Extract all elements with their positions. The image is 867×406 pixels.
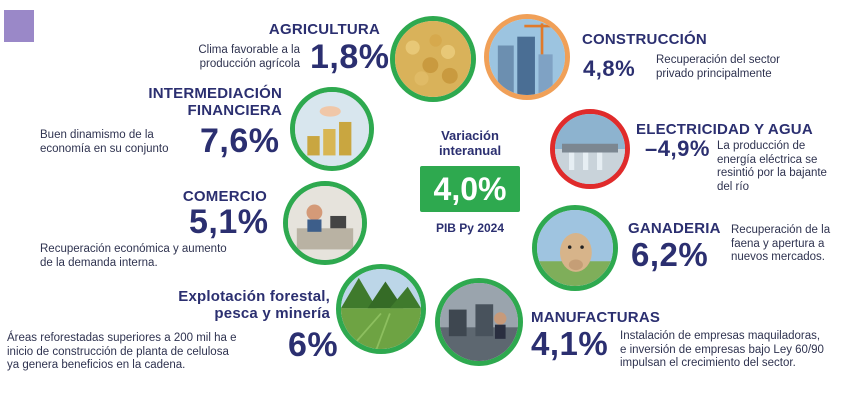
pib-value: 4,0% [420, 166, 520, 212]
agricultura-pct: 1,8% [310, 38, 390, 76]
electricidad-pct: –4,9% [645, 136, 710, 161]
comercio-title: COMERCIO [182, 188, 267, 205]
factory-workers-icon [435, 278, 523, 366]
forestal-title: Explotación forestal, pesca y minería [178, 288, 330, 322]
construccion-title: CONSTRUCCIÓN [582, 31, 707, 48]
electricidad-desc: La producción de energía eléctrica se re… [717, 140, 827, 193]
shop-counter-icon [283, 181, 367, 265]
intermediacion-title: INTERMEDIACIÓN FINANCIERA [148, 85, 282, 119]
ganaderia-desc: Recuperación de la faena y apertura a nu… [731, 224, 831, 263]
soybeans-icon [390, 16, 476, 102]
corner-accent [4, 10, 34, 42]
agricultura-desc: Clima favorable a la producción agrícola [198, 44, 300, 70]
cow-icon [532, 205, 618, 291]
forestal-desc: Áreas reforestadas superiores a 200 mil … [7, 332, 237, 371]
center-heading: Variación interanual [438, 128, 502, 158]
comercio-desc: Recuperación económica y aumento de la d… [40, 243, 227, 269]
manufacturas-desc: Instalación de empresas maquiladoras, e … [620, 330, 824, 369]
ganaderia-title: GANADERIA [628, 220, 721, 237]
center-footer: PIB Py 2024 [435, 221, 505, 235]
electricidad-title: ELECTRICIDAD Y AGUA [636, 121, 813, 138]
coins-stack-icon [290, 87, 374, 171]
manufacturas-title: MANUFACTURAS [531, 309, 661, 326]
intermediacion-pct: 7,6% [200, 122, 280, 160]
buildings-crane-icon [484, 14, 570, 100]
comercio-pct: 5,1% [189, 203, 269, 241]
construccion-pct: 4,8% [583, 56, 636, 81]
construccion-desc: Recuperación del sector privado principa… [656, 54, 781, 80]
manufacturas-pct: 4,1% [531, 325, 609, 362]
forest-icon [336, 264, 426, 354]
intermediacion-desc: Buen dinamismo de la economía en su conj… [40, 129, 169, 155]
ganaderia-pct: 6,2% [631, 236, 709, 273]
agricultura-title: AGRICULTURA [268, 21, 380, 38]
forestal-pct: 6% [288, 326, 339, 364]
dam-icon [550, 109, 630, 189]
